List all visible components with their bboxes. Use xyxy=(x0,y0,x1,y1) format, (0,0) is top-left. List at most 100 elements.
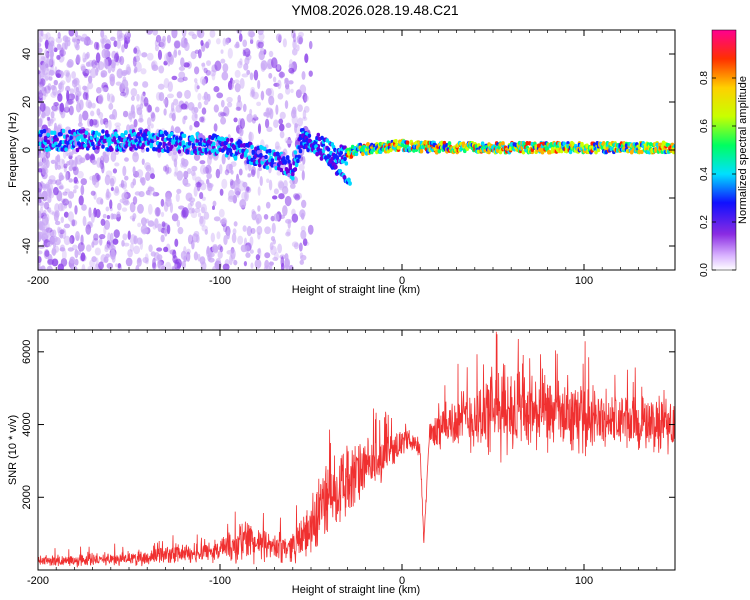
spectrogram-noise-cell xyxy=(290,88,294,94)
spectrogram-noise-cell xyxy=(171,112,176,122)
spectrogram-noise-cell xyxy=(113,229,120,238)
spectrogram-noise-cell xyxy=(163,60,168,66)
spectrogram-x-tick-label: 0 xyxy=(399,275,405,287)
spectrogram-noise-cell xyxy=(237,235,244,245)
spectrogram-noise-cell xyxy=(38,231,44,240)
spectrogram-noise-cell xyxy=(121,79,129,89)
spectrogram-noise-cell xyxy=(117,262,122,269)
spectrogram-track-cell xyxy=(129,146,133,152)
spectrogram-noise-cell xyxy=(41,190,48,202)
spectrogram-noise-cell xyxy=(184,89,191,99)
spectrogram-noise-cell xyxy=(206,93,211,102)
spectrogram-noise-cell xyxy=(73,176,78,184)
spectrogram-noise-cell xyxy=(257,79,261,90)
spectrogram-noise-cell xyxy=(201,78,207,86)
spectrogram-noise-cell xyxy=(190,170,196,177)
spectrogram-track-cell xyxy=(46,132,50,138)
spectrogram-noise-cell xyxy=(51,105,59,111)
spectrogram-noise-cell xyxy=(233,180,240,191)
spectrogram-noise-cell xyxy=(63,223,71,229)
spectrogram-noise-cell xyxy=(72,166,77,171)
spectrogram-noise-cell xyxy=(73,39,79,49)
spectrogram-noise-cell xyxy=(163,108,167,116)
spectrogram-noise-cell xyxy=(122,110,129,118)
spectrogram-noise-cell xyxy=(183,170,189,179)
spectrogram-track-cell xyxy=(343,145,347,150)
spectrogram-noise-cell xyxy=(56,182,64,189)
spectrogram-track-cell xyxy=(325,138,329,143)
spectrogram-noise-cell xyxy=(220,58,226,64)
spectrogram-noise-cell xyxy=(58,174,65,181)
spectrogram-track-cell xyxy=(79,134,84,139)
snr-x-tick-label: 100 xyxy=(575,575,593,587)
spectrogram-track-cell xyxy=(101,144,105,149)
spectrogram-noise-cell xyxy=(141,158,145,165)
spectrogram-noise-cell xyxy=(284,80,290,86)
spectrogram-noise-cell xyxy=(133,47,138,54)
spectrogram-noise-cell xyxy=(50,159,56,164)
spectrogram-noise-cell xyxy=(114,186,120,194)
spectrogram-noise-cell xyxy=(163,98,168,105)
spectrogram-noise-cell xyxy=(38,84,44,95)
spectrogram-noise-cell xyxy=(164,228,168,237)
spectrogram-noise-cell xyxy=(178,66,186,71)
spectrogram-noise-cell xyxy=(250,262,254,269)
spectrogram-track-cell xyxy=(38,137,42,142)
spectrogram-track-cell xyxy=(110,147,114,152)
spectrogram-noise-cell xyxy=(38,212,41,219)
spectrogram-noise-cell xyxy=(95,52,101,63)
spectrogram-noise-cell xyxy=(228,189,235,200)
spectrogram-noise-cell xyxy=(60,80,66,86)
spectrogram-noise-cell xyxy=(233,259,238,266)
spectrogram-noise-cell xyxy=(67,191,75,199)
spectrogram-noise-cell xyxy=(217,244,223,251)
spectrogram-noise-cell xyxy=(242,39,248,48)
spectrogram-noise-cell xyxy=(160,265,166,270)
spectrogram-noise-cell xyxy=(249,72,254,81)
spectrogram-noise-cell xyxy=(160,234,165,243)
spectrogram-noise-cell xyxy=(44,250,50,258)
spectrogram-track-cell xyxy=(167,133,172,139)
spectrogram-noise-cell xyxy=(259,175,263,187)
spectrogram-noise-cell xyxy=(140,217,147,226)
spectrogram-noise-cell xyxy=(222,63,229,73)
spectrogram-noise-cell xyxy=(110,186,114,192)
spectrogram-noise-cell xyxy=(291,30,296,39)
spectrogram-track-cell xyxy=(112,136,117,141)
spectrogram-noise-cell xyxy=(165,196,172,207)
spectrogram-noise-cell xyxy=(87,81,94,90)
spectrogram-noise-cell xyxy=(150,123,154,129)
spectrogram-noise-cell xyxy=(145,164,152,172)
spectrogram-track-cell xyxy=(55,137,59,142)
spectrogram-noise-cell xyxy=(44,39,49,50)
spectrogram-noise-cell xyxy=(56,43,62,50)
spectrogram-noise-cell xyxy=(38,210,42,219)
spectrogram-track-cell xyxy=(182,133,187,139)
spectrogram-noise-cell xyxy=(236,190,240,198)
spectrogram-noise-cell xyxy=(106,92,110,102)
spectrogram-track-cell xyxy=(344,161,349,166)
spectrogram-noise-cell xyxy=(232,228,237,235)
spectrogram-noise-cell xyxy=(83,72,88,79)
spectrogram-noise-cell xyxy=(299,259,305,265)
spectrogram-noise-cell xyxy=(298,36,303,45)
spectrogram-noise-cell xyxy=(38,197,42,204)
spectrogram-noise-cell xyxy=(257,186,261,196)
spectrogram-noise-cell xyxy=(74,205,78,215)
spectrogram-noise-cell xyxy=(78,195,84,206)
spectrogram-noise-cell xyxy=(243,260,248,267)
spectrogram-noise-cell xyxy=(132,151,139,163)
spectrogram-noise-cell xyxy=(65,171,69,181)
spectrogram-noise-cell xyxy=(44,90,48,98)
spectrogram-noise-cell xyxy=(270,235,276,242)
spectrogram-noise-cell xyxy=(91,119,98,126)
spectrogram-noise-cell xyxy=(122,76,127,82)
spectrogram-noise-cell xyxy=(47,42,54,54)
spectrogram-noise-cell xyxy=(166,166,172,174)
spectrogram-noise-cell xyxy=(173,98,179,106)
spectrogram-noise-cell xyxy=(109,199,113,209)
spectrogram-noise-cell xyxy=(277,180,284,189)
spectrogram-noise-cell xyxy=(268,50,274,58)
spectrogram-track-cell xyxy=(480,141,485,146)
spectrogram-track-cell xyxy=(159,130,164,135)
